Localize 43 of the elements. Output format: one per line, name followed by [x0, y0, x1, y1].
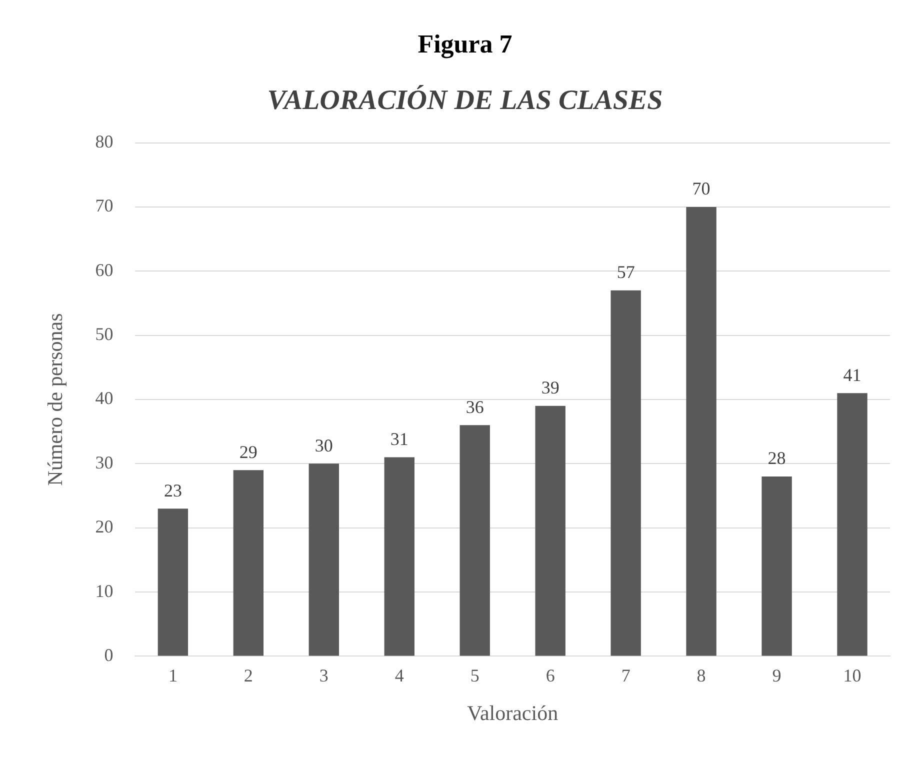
bar: [762, 476, 792, 656]
x-tick-label: 9: [772, 666, 782, 686]
x-axis-title: Valoración: [467, 700, 559, 725]
chart-subtitle: VALORACIÓN DE LAS CLASES: [267, 84, 663, 116]
chart-title: Figura 7: [418, 29, 512, 58]
x-tick-label: 10: [843, 666, 862, 686]
data-label: 30: [314, 435, 333, 456]
bar: [158, 508, 188, 656]
y-axis-title: Número de personas: [43, 313, 68, 486]
x-tick-label: 8: [696, 666, 706, 686]
bar: [686, 206, 716, 656]
x-tick-label: 6: [546, 666, 555, 686]
bar: [384, 457, 414, 656]
data-label: 57: [616, 262, 635, 282]
bar: [837, 393, 868, 656]
bar: [308, 464, 339, 656]
x-tick-label: 1: [168, 666, 178, 686]
x-tick-label: 7: [621, 666, 630, 686]
y-tick-label: 70: [95, 196, 114, 216]
y-tick-label: 50: [95, 324, 114, 344]
y-tick-label: 10: [95, 580, 114, 601]
y-tick-label: 30: [95, 452, 114, 472]
data-label: 23: [164, 480, 182, 500]
bar: [233, 470, 264, 656]
y-tick-label: 0: [104, 644, 114, 665]
data-label: 70: [692, 178, 710, 199]
data-label: 28: [768, 448, 786, 468]
bar: [610, 290, 641, 656]
y-tick-label: 20: [95, 516, 114, 537]
x-tick-label: 4: [394, 666, 404, 686]
data-label: 41: [843, 364, 862, 385]
bar: [460, 425, 490, 656]
y-tick-label: 60: [95, 260, 114, 280]
x-tick-label: 3: [319, 666, 328, 686]
data-label: 31: [390, 428, 408, 449]
data-label: 29: [239, 442, 258, 462]
x-tick-label: 2: [244, 666, 253, 686]
x-tick-label: 5: [470, 666, 480, 686]
y-tick-label: 80: [95, 132, 114, 152]
data-label: 39: [541, 378, 560, 398]
data-label: 36: [466, 396, 484, 417]
bar: [535, 406, 566, 656]
y-tick-label: 40: [95, 388, 114, 408]
